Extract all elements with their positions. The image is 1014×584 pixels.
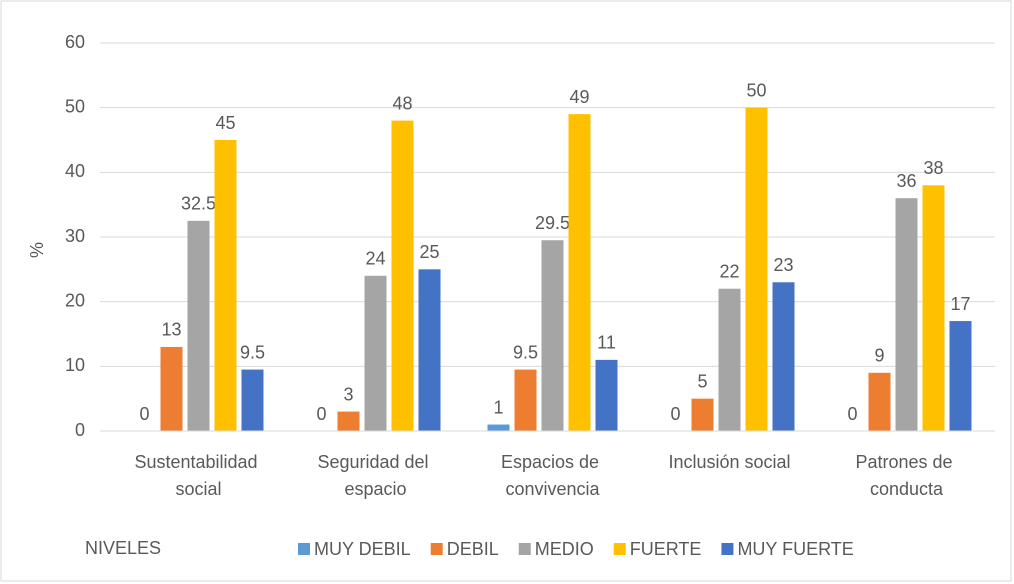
bar [487,424,510,431]
x-tick-label: Patrones de conducta [855,452,957,499]
data-label: 0 [847,404,857,424]
data-label: 5 [697,371,707,391]
data-label: 23 [773,255,793,275]
bar [895,198,918,431]
data-label: 9.5 [513,342,538,362]
x-tick-label: Seguridad del espacio [317,452,433,499]
data-label: 3 [343,384,353,404]
legend-swatch [430,543,443,555]
bar [595,359,618,431]
y-tick-label: 20 [65,290,85,310]
bar [868,372,891,431]
data-label: 36 [896,171,916,191]
y-tick-label: 0 [75,420,85,440]
bar [391,120,414,431]
data-label: 13 [161,320,181,340]
legend-swatch [613,543,626,555]
bar [922,185,945,431]
legend-swatch [721,543,734,555]
y-tick-label: 60 [65,32,85,52]
data-label: 45 [215,113,235,133]
y-tick-label: 10 [65,355,85,375]
legend-swatch [298,543,310,555]
bar [718,288,741,431]
y-tick-label: 30 [65,226,85,246]
bar [691,398,714,431]
bar [772,282,795,431]
data-label: 50 [746,80,766,100]
y-axis-label: % [27,242,47,258]
legend-swatch [518,543,531,555]
legend-title: NIVELES [85,538,161,558]
data-label: 0 [670,404,680,424]
data-label: 24 [365,249,385,269]
x-tick-label: Sustentabilidad social [134,452,262,499]
bar [187,220,210,431]
bar [214,140,237,431]
data-label: 22 [719,261,739,281]
bar [418,269,441,431]
data-label: 17 [950,294,970,314]
legend-label: DEBIL [447,539,499,559]
bar [949,321,972,431]
data-label: 29.5 [535,213,570,233]
legend-label: MEDIO [535,539,594,559]
data-label: 48 [392,93,412,113]
y-tick-label: 40 [65,161,85,181]
bar [745,107,768,432]
legend-label: MUY FUERTE [737,539,853,559]
data-label: 32.5 [181,194,216,214]
data-label: 25 [419,242,439,262]
data-label: 0 [316,404,326,424]
bar [514,369,537,431]
bar [337,411,360,431]
bar [568,114,591,431]
data-label: 0 [139,404,149,424]
x-tick-label: Inclusión social [668,452,790,472]
legend-label: FUERTE [630,539,702,559]
bar [364,275,387,431]
bar [541,240,564,431]
x-tick-label: Espacios de convivencia [501,452,604,499]
data-label: 11 [597,333,616,353]
data-label: 9 [874,346,884,366]
data-label: 38 [923,158,943,178]
bar [241,369,264,431]
bar [160,346,183,431]
data-label: 49 [569,87,589,107]
data-label: 9.5 [240,342,265,362]
legend-label: MUY DEBIL [314,539,411,559]
y-tick-label: 50 [65,96,85,116]
data-label: 1 [493,397,503,417]
